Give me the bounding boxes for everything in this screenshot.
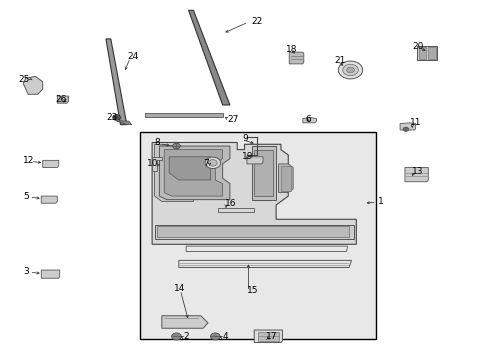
Text: 17: 17 (266, 332, 277, 341)
Text: 25: 25 (19, 76, 30, 85)
Text: 13: 13 (411, 167, 423, 176)
Polygon shape (41, 270, 60, 278)
Text: 10: 10 (147, 159, 159, 168)
Polygon shape (41, 196, 57, 203)
Polygon shape (251, 146, 276, 200)
Circle shape (402, 127, 408, 131)
Bar (281, 166, 290, 191)
Text: 23: 23 (106, 113, 117, 122)
Polygon shape (169, 157, 210, 180)
Polygon shape (278, 164, 292, 193)
Polygon shape (57, 96, 68, 103)
Polygon shape (288, 52, 303, 64)
Polygon shape (154, 225, 353, 239)
Text: 26: 26 (55, 95, 66, 104)
Text: 16: 16 (224, 199, 236, 208)
Polygon shape (404, 167, 427, 182)
Bar (140, 132, 375, 339)
Text: 4: 4 (222, 332, 228, 341)
Polygon shape (164, 150, 222, 196)
Polygon shape (302, 117, 316, 123)
Text: 27: 27 (227, 115, 238, 124)
Circle shape (346, 67, 354, 73)
Polygon shape (254, 330, 282, 342)
Circle shape (172, 143, 180, 149)
Polygon shape (254, 150, 272, 196)
Text: 19: 19 (242, 152, 253, 161)
Text: 3: 3 (23, 267, 29, 276)
Polygon shape (416, 46, 436, 60)
Text: 15: 15 (246, 286, 258, 295)
Polygon shape (246, 157, 263, 164)
Polygon shape (152, 157, 162, 171)
Polygon shape (162, 316, 207, 328)
Text: 12: 12 (23, 156, 35, 165)
Text: 20: 20 (411, 41, 423, 50)
Text: 18: 18 (285, 45, 297, 54)
Polygon shape (144, 113, 222, 117)
Text: 11: 11 (409, 118, 421, 127)
Circle shape (204, 157, 220, 168)
Text: 7: 7 (203, 159, 208, 168)
Circle shape (113, 114, 120, 120)
Polygon shape (42, 160, 59, 167)
Polygon shape (23, 76, 42, 94)
Bar (258, 332, 278, 341)
Text: 22: 22 (251, 17, 263, 26)
Text: 2: 2 (183, 332, 189, 341)
Circle shape (210, 333, 220, 340)
Polygon shape (188, 10, 229, 105)
Polygon shape (152, 143, 356, 244)
Bar (157, 226, 348, 237)
Circle shape (171, 333, 181, 340)
Text: 21: 21 (334, 56, 345, 65)
Circle shape (342, 64, 358, 76)
Text: 24: 24 (127, 52, 139, 61)
Text: 8: 8 (154, 138, 160, 147)
Polygon shape (159, 146, 229, 200)
Bar (418, 48, 426, 59)
Polygon shape (116, 121, 131, 125)
Text: 9: 9 (242, 134, 247, 143)
Text: 5: 5 (23, 192, 29, 201)
Text: 6: 6 (305, 115, 310, 124)
Circle shape (338, 61, 362, 79)
Bar (217, 208, 254, 212)
Polygon shape (154, 144, 193, 202)
Text: 1: 1 (377, 197, 383, 206)
Polygon shape (399, 123, 415, 130)
Polygon shape (106, 39, 126, 125)
Bar (427, 48, 435, 59)
Circle shape (208, 159, 217, 166)
Text: 14: 14 (174, 284, 185, 293)
